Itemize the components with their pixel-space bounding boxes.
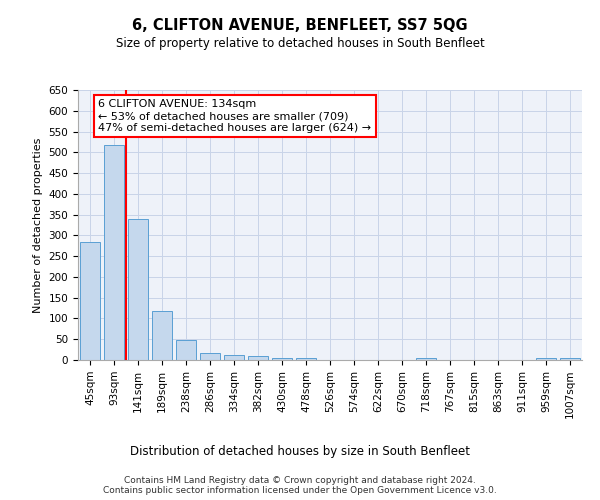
Text: 6, CLIFTON AVENUE, BENFLEET, SS7 5QG: 6, CLIFTON AVENUE, BENFLEET, SS7 5QG: [132, 18, 468, 32]
Text: Distribution of detached houses by size in South Benfleet: Distribution of detached houses by size …: [130, 444, 470, 458]
Y-axis label: Number of detached properties: Number of detached properties: [33, 138, 43, 312]
Bar: [128, 219, 148, 360]
Bar: [176, 340, 196, 360]
Bar: [200, 353, 220, 360]
Text: Contains HM Land Registry data © Crown copyright and database right 2024.
Contai: Contains HM Land Registry data © Crown c…: [103, 476, 497, 495]
Bar: [416, 358, 436, 360]
Bar: [152, 311, 172, 360]
Bar: [80, 242, 100, 360]
Bar: [104, 145, 124, 360]
Bar: [224, 356, 244, 360]
Bar: [536, 358, 556, 360]
Text: 6 CLIFTON AVENUE: 134sqm
← 53% of detached houses are smaller (709)
47% of semi-: 6 CLIFTON AVENUE: 134sqm ← 53% of detach…: [98, 100, 371, 132]
Bar: [296, 358, 316, 360]
Bar: [248, 356, 268, 360]
Text: Size of property relative to detached houses in South Benfleet: Size of property relative to detached ho…: [116, 38, 484, 51]
Bar: [560, 358, 580, 360]
Bar: [272, 358, 292, 360]
